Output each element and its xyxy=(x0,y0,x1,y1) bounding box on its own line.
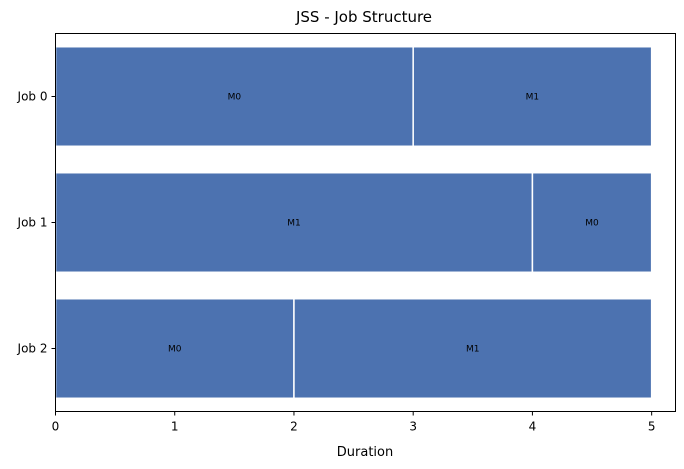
bar-labels-group: M0 M1 M1 M0 M0 M1 xyxy=(168,93,599,355)
x-axis-label: Duration xyxy=(337,445,393,460)
bar-label-job0-op1: M1 xyxy=(526,93,540,103)
y-axis: Job 0 Job 1 Job 2 xyxy=(17,90,56,356)
x-tick-label-2: 2 xyxy=(290,420,298,434)
bars-group xyxy=(54,45,653,400)
x-tick-label-3: 3 xyxy=(409,420,417,434)
x-tick-label-4: 4 xyxy=(529,420,537,434)
bar-job1-op1 xyxy=(531,171,653,274)
x-tick-label-1: 1 xyxy=(171,420,179,434)
bar-job1-op0 xyxy=(54,171,534,274)
bar-job0-op0 xyxy=(54,45,414,148)
bar-label-job1-op1: M0 xyxy=(585,219,599,229)
bar-label-job0-op0: M0 xyxy=(228,93,242,103)
y-tick-label-0: Job 0 xyxy=(17,90,48,104)
y-tick-label-1: Job 1 xyxy=(17,216,48,230)
bar-job2-op0 xyxy=(54,297,295,400)
y-tick-label-2: Job 2 xyxy=(17,342,48,356)
bar-label-job2-op1: M1 xyxy=(466,345,480,355)
bar-label-job1-op0: M1 xyxy=(287,219,301,229)
bar-job2-op1 xyxy=(293,297,653,400)
x-tick-label-5: 5 xyxy=(648,420,656,434)
bar-label-job2-op0: M0 xyxy=(168,345,182,355)
x-axis: 0 1 2 3 4 5 xyxy=(52,411,656,434)
chart-title: JSS - Job Structure xyxy=(295,8,432,26)
bar-job0-op1 xyxy=(412,45,653,148)
x-tick-label-0: 0 xyxy=(52,420,60,434)
